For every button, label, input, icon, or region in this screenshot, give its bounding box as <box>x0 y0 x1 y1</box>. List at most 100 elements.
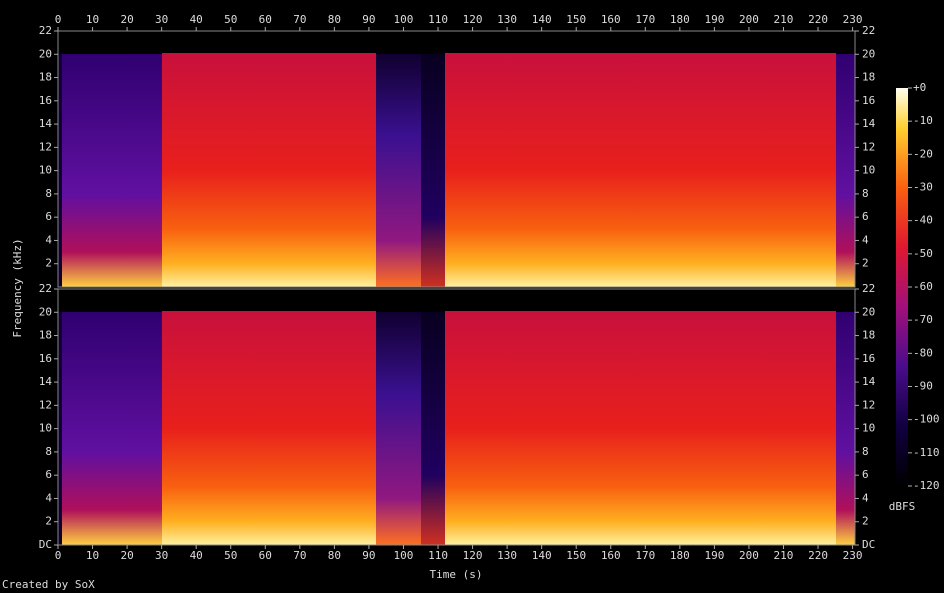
x-tick-label: 190 <box>704 13 724 26</box>
x-tick-label: 200 <box>739 13 759 26</box>
plot-frame <box>57 30 856 288</box>
y-tick-label: 14 <box>862 375 876 388</box>
y-tick-label: 2 <box>862 515 869 528</box>
y-tick-label: 6 <box>45 468 52 481</box>
x-tick-label: 30 <box>155 549 168 562</box>
y-tick-label: 10 <box>862 164 875 177</box>
y-tick-label: 14 <box>39 117 53 130</box>
x-tick-label: 40 <box>190 549 203 562</box>
y-tick-label: 4 <box>862 233 869 246</box>
y-tick-label: 20 <box>39 47 52 60</box>
y-tick-label: 10 <box>39 164 52 177</box>
y-tick-label: 8 <box>862 445 869 458</box>
x-tick-label: 180 <box>670 549 690 562</box>
x-tick-label: 40 <box>190 13 203 26</box>
x-tick-label: 60 <box>259 549 272 562</box>
spectrogram-image <box>58 31 855 287</box>
x-tick-label: 80 <box>328 13 341 26</box>
y-tick-label: 22 <box>862 24 875 37</box>
y-tick-label: 16 <box>39 94 52 107</box>
colorbar-tick-label: -30 <box>913 181 933 194</box>
colorbar-tick-label: -80 <box>913 346 933 359</box>
x-tick-label: 210 <box>774 549 794 562</box>
x-tick-label: 130 <box>497 549 517 562</box>
colorbar <box>896 88 908 486</box>
y-tick-label: 22 <box>39 282 52 295</box>
x-tick-label: 120 <box>463 549 483 562</box>
y-tick-label: 16 <box>39 352 52 365</box>
y-tick-label: 20 <box>862 305 875 318</box>
colorbar-tick-label: -70 <box>913 313 933 326</box>
x-tick-label: 220 <box>808 13 828 26</box>
x-tick-label: 150 <box>566 549 586 562</box>
x-tick-label: 160 <box>601 13 621 26</box>
y-tick-label: DC <box>862 538 875 551</box>
y-tick-label: 16 <box>862 352 875 365</box>
y-tick-label: 18 <box>39 329 52 342</box>
x-tick-label: 190 <box>704 549 724 562</box>
x-tick-label: 110 <box>428 13 448 26</box>
x-tick-label: 130 <box>497 13 517 26</box>
y-tick-label: 18 <box>862 329 875 342</box>
y-tick-label: 22 <box>39 24 52 37</box>
colorbar-tick-label: -10 <box>913 114 933 127</box>
y-tick-label: 12 <box>862 140 875 153</box>
y-tick-label: 18 <box>862 71 875 84</box>
y-tick-label: 4 <box>862 491 869 504</box>
colorbar-tick-label: -110 <box>913 446 940 459</box>
spectrogram-image <box>58 289 855 545</box>
colorbar-tick-label: -40 <box>913 214 933 227</box>
x-tick-label: 150 <box>566 13 586 26</box>
x-tick-label: 20 <box>120 549 133 562</box>
y-tick-label: 8 <box>45 445 52 458</box>
x-tick-label: 100 <box>394 13 414 26</box>
x-tick-label: 70 <box>293 549 306 562</box>
y-tick-label: 4 <box>45 233 52 246</box>
y-tick-label: 2 <box>862 257 869 270</box>
x-tick-label: 110 <box>428 549 448 562</box>
y-tick-label: 12 <box>862 398 875 411</box>
colorbar-tick-label: -60 <box>913 280 933 293</box>
y-tick-label: 6 <box>45 210 52 223</box>
y-tick-label: 2 <box>45 257 52 270</box>
x-axis-label: Time (s) <box>430 568 483 581</box>
x-tick-label: 60 <box>259 13 272 26</box>
x-tick-label: 140 <box>532 13 552 26</box>
x-tick-label: 90 <box>362 13 375 26</box>
colorbar-tick-label: -90 <box>913 380 933 393</box>
x-tick-label: 20 <box>120 13 133 26</box>
colorbar-tick-label: -120 <box>913 479 940 492</box>
x-tick-label: 120 <box>463 13 483 26</box>
x-tick-label: 90 <box>362 549 375 562</box>
x-tick-label: 10 <box>86 13 99 26</box>
x-tick-label: 0 <box>55 13 62 26</box>
y-tick-label: 12 <box>39 398 52 411</box>
colorbar-tick-label: -50 <box>913 247 933 260</box>
x-tick-label: 170 <box>635 13 655 26</box>
x-tick-label: 230 <box>843 13 863 26</box>
footer: Created by SoX <box>2 578 95 591</box>
y-tick-label: 6 <box>862 210 869 223</box>
x-tick-label: 50 <box>224 13 237 26</box>
x-tick-label: 170 <box>635 549 655 562</box>
y-tick-label: 20 <box>39 305 52 318</box>
y-tick-label: 8 <box>862 187 869 200</box>
x-tick-label: 200 <box>739 549 759 562</box>
x-tick-label: 140 <box>532 549 552 562</box>
x-tick-label: 50 <box>224 549 237 562</box>
y-tick-label: 6 <box>862 468 869 481</box>
x-tick-label: 100 <box>394 549 414 562</box>
y-tick-label: 10 <box>39 422 52 435</box>
y-tick-label: 14 <box>862 117 876 130</box>
y-axis-label: Frequency (kHz) <box>11 238 24 337</box>
colorbar-label: dBFS <box>889 500 916 513</box>
colorbar-tick-label: -100 <box>913 413 940 426</box>
x-tick-label: 30 <box>155 13 168 26</box>
x-tick-label: 220 <box>808 549 828 562</box>
y-tick-label: 8 <box>45 187 52 200</box>
x-tick-label: 180 <box>670 13 690 26</box>
x-tick-label: 80 <box>328 549 341 562</box>
y-tick-label: 4 <box>45 491 52 504</box>
x-tick-label: 10 <box>86 549 99 562</box>
plot-frame <box>57 288 856 546</box>
